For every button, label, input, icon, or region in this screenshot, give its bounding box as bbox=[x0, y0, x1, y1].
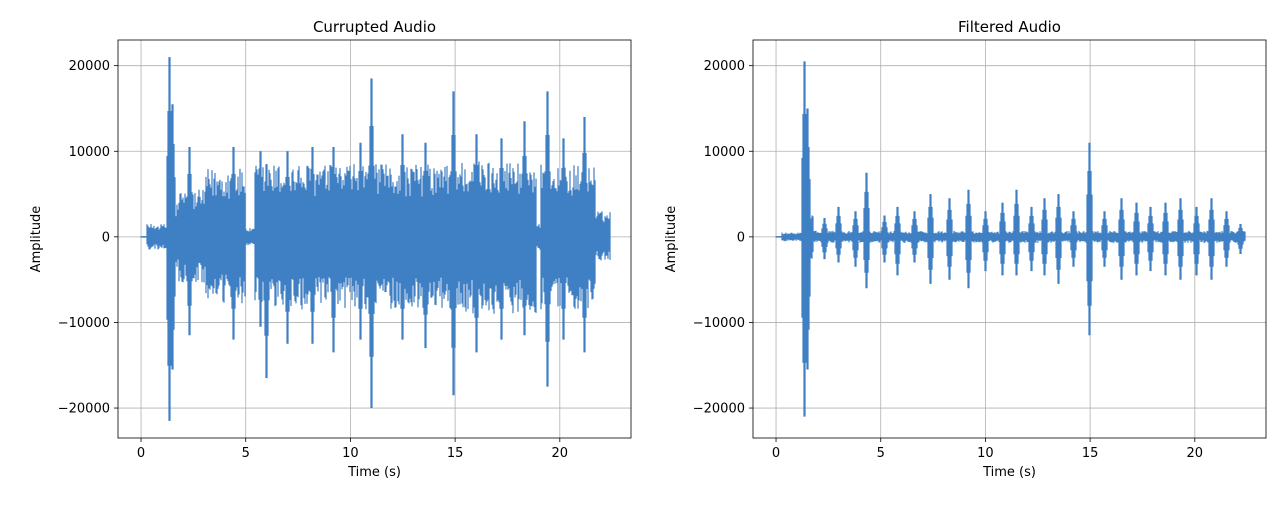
axes-frame bbox=[117, 39, 632, 439]
y-axis-label: Amplitude bbox=[664, 206, 679, 273]
y-tick-label: 0 bbox=[102, 230, 110, 245]
chart-title: Currupted Audio bbox=[313, 18, 436, 36]
x-tick-label: 20 bbox=[1187, 446, 1204, 461]
waveform-line bbox=[140, 57, 611, 421]
x-tick-label: 5 bbox=[242, 446, 250, 461]
x-tick-label: 15 bbox=[447, 446, 464, 461]
x-tick-label: 10 bbox=[977, 446, 994, 461]
x-tick-label: 5 bbox=[877, 446, 885, 461]
chart-title: Filtered Audio bbox=[958, 18, 1061, 36]
x-tick-label: 10 bbox=[342, 446, 359, 461]
y-tick-label: 0 bbox=[737, 230, 745, 245]
plot-currupted-audio: 0 5 10 15 20 −20000 −10000 0 10000 20000 Currupted… bbox=[29, 18, 632, 480]
waveform-line bbox=[775, 61, 1246, 417]
x-tick-label: 15 bbox=[1082, 446, 1099, 461]
y-axis-label: Amplitude bbox=[29, 206, 44, 273]
x-tick-label: 0 bbox=[772, 446, 780, 461]
y-tick-label: 20000 bbox=[704, 59, 745, 74]
y-tick-label: −20000 bbox=[58, 402, 110, 417]
y-tick-label: 20000 bbox=[69, 59, 110, 74]
y-tick-label: 10000 bbox=[704, 145, 745, 160]
y-tick-label: 10000 bbox=[69, 145, 110, 160]
x-tick-label: 0 bbox=[137, 446, 145, 461]
y-tick-label: −10000 bbox=[693, 316, 745, 331]
x-tick-label: 20 bbox=[552, 446, 569, 461]
x-axis-label: Time (s) bbox=[982, 465, 1036, 480]
y-tick-label: −10000 bbox=[58, 316, 110, 331]
plot-filtered-audio: 0 5 10 15 20 −20000 −10000 0 10000 20000 Filtered … bbox=[664, 18, 1267, 480]
y-tick-label: −20000 bbox=[693, 402, 745, 417]
axes-frame bbox=[752, 39, 1267, 439]
x-axis-label: Time (s) bbox=[347, 465, 401, 480]
